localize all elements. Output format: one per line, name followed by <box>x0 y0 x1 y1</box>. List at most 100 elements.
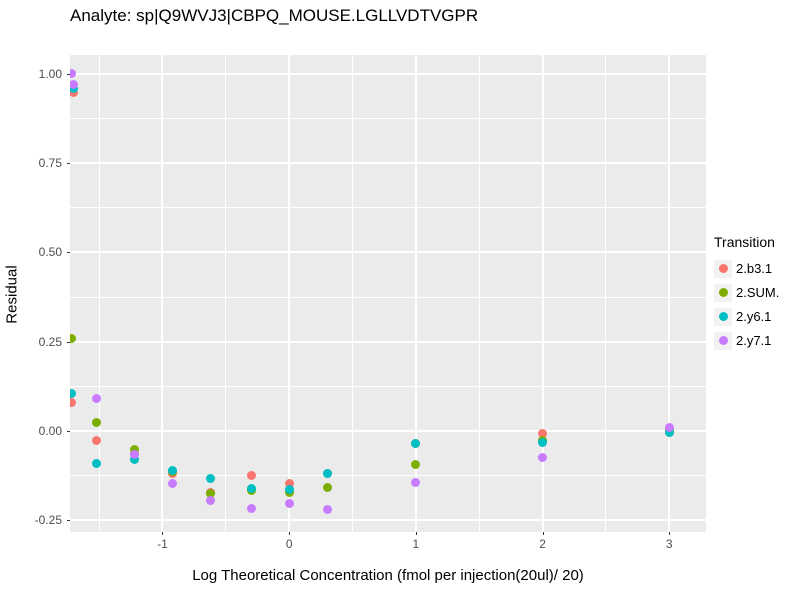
y-axis-tick-mark <box>67 73 70 75</box>
y-tick-label: 0.25 <box>38 334 62 349</box>
data-point <box>411 460 421 470</box>
legend: Transition 2.b3.1 2.SUM. 2.y6.1 2.y7.1 <box>714 234 800 354</box>
data-point <box>70 333 76 343</box>
x-axis-tick-mark <box>162 532 164 535</box>
x-tick-label: 3 <box>665 537 673 551</box>
y-axis-tick-mark <box>67 163 70 165</box>
data-point <box>538 453 548 463</box>
legend-item-label: 2.b3.1 <box>736 261 773 276</box>
legend-key-dot <box>718 312 728 321</box>
y-axis-tick-mark <box>67 520 70 522</box>
gridline-major-horizontal <box>70 429 706 432</box>
x-axis-tick-mark <box>669 532 671 535</box>
data-point <box>206 496 216 506</box>
gridline-major-horizontal <box>70 251 706 254</box>
data-point <box>130 455 140 465</box>
legend-key-dot <box>718 336 728 345</box>
data-point <box>206 474 216 484</box>
data-point <box>538 437 548 447</box>
x-axis-tick-mark <box>289 532 291 535</box>
legend-key <box>714 283 732 302</box>
data-point <box>322 482 332 492</box>
y-axis-tick-mark <box>67 341 70 343</box>
data-point <box>322 468 332 478</box>
legend-key-dot <box>718 264 728 273</box>
y-tick-label: 0.50 <box>38 245 62 260</box>
gridline-minor-horizontal <box>70 385 706 387</box>
gridline-major-horizontal <box>70 162 706 165</box>
data-point <box>70 388 76 398</box>
legend-item-label: 2.SUM. <box>736 285 780 300</box>
legend-item: 2.y7.1 <box>714 330 800 351</box>
gridline-minor-horizontal <box>70 475 706 477</box>
y-tick-label: -0.25 <box>34 513 62 528</box>
legend-item-label: 2.y6.1 <box>736 309 772 324</box>
legend-key-dot <box>718 288 728 297</box>
data-point <box>130 450 140 460</box>
legend-item: 2.SUM. <box>714 282 800 303</box>
data-point <box>664 428 674 438</box>
legend-item: 2.b3.1 <box>714 258 800 279</box>
data-point <box>322 505 332 515</box>
x-tick-label: 0 <box>285 537 293 551</box>
x-tick-label: 1 <box>412 537 420 551</box>
data-point <box>284 485 294 495</box>
gridline-major-vertical <box>288 55 291 532</box>
y-axis-tick-mark <box>67 430 70 432</box>
legend-title: Transition <box>714 234 775 250</box>
gridline-minor-vertical <box>225 55 227 532</box>
data-point <box>92 394 102 404</box>
x-tick-label: 2 <box>539 537 546 551</box>
legend-key <box>714 307 732 326</box>
data-point <box>284 478 294 488</box>
gridline-major-vertical <box>668 55 671 532</box>
data-point <box>246 504 256 514</box>
data-point <box>538 428 548 438</box>
gridline-major-vertical <box>414 55 417 532</box>
legend-item-label: 2.y7.1 <box>736 333 772 348</box>
gridline-minor-vertical <box>478 55 480 532</box>
gridline-minor-horizontal <box>70 296 706 298</box>
data-point <box>70 397 76 407</box>
data-point <box>246 471 256 481</box>
y-tick-label: 0.00 <box>38 423 62 438</box>
plot-panel <box>70 55 706 532</box>
y-tick-label: 1.00 <box>38 66 62 81</box>
data-point <box>70 69 76 79</box>
gridline-minor-vertical <box>605 55 607 532</box>
gridline-minor-vertical <box>352 55 354 532</box>
data-point <box>130 445 140 455</box>
x-axis-title: Log Theoretical Concentration (fmol per … <box>192 567 584 584</box>
gridline-minor-vertical <box>98 55 100 532</box>
x-tick-label: -1 <box>157 537 168 551</box>
gridline-major-vertical <box>541 55 544 532</box>
data-point <box>92 458 102 468</box>
data-point <box>168 478 178 488</box>
data-point <box>206 489 216 499</box>
data-point <box>168 466 178 476</box>
gridline-major-vertical <box>161 55 164 532</box>
data-point <box>411 438 421 448</box>
gridline-minor-horizontal <box>70 207 706 209</box>
y-axis-tick-mark <box>67 252 70 254</box>
plot-title: Analyte: sp|Q9WVJ3|CBPQ_MOUSE.LGLLVDTVGP… <box>70 6 479 25</box>
y-axis-title: Residual <box>3 265 21 324</box>
data-point <box>92 436 102 446</box>
gridline-major-horizontal <box>70 72 706 75</box>
legend-item: 2.y6.1 <box>714 306 800 327</box>
legend-key <box>714 331 732 350</box>
gridline-major-horizontal <box>70 519 706 522</box>
y-tick-label: 0.75 <box>38 156 62 171</box>
data-point <box>70 80 79 90</box>
data-point <box>411 477 421 487</box>
data-point <box>92 417 102 427</box>
gridline-minor-horizontal <box>70 118 706 120</box>
x-axis-tick-mark <box>415 532 417 535</box>
data-point <box>246 483 256 493</box>
gridline-major-horizontal <box>70 340 706 343</box>
data-point <box>284 498 294 508</box>
legend-key <box>714 259 732 278</box>
data-point <box>664 422 674 432</box>
legend-items: 2.b3.1 2.SUM. 2.y6.1 2.y7.1 <box>714 258 800 351</box>
